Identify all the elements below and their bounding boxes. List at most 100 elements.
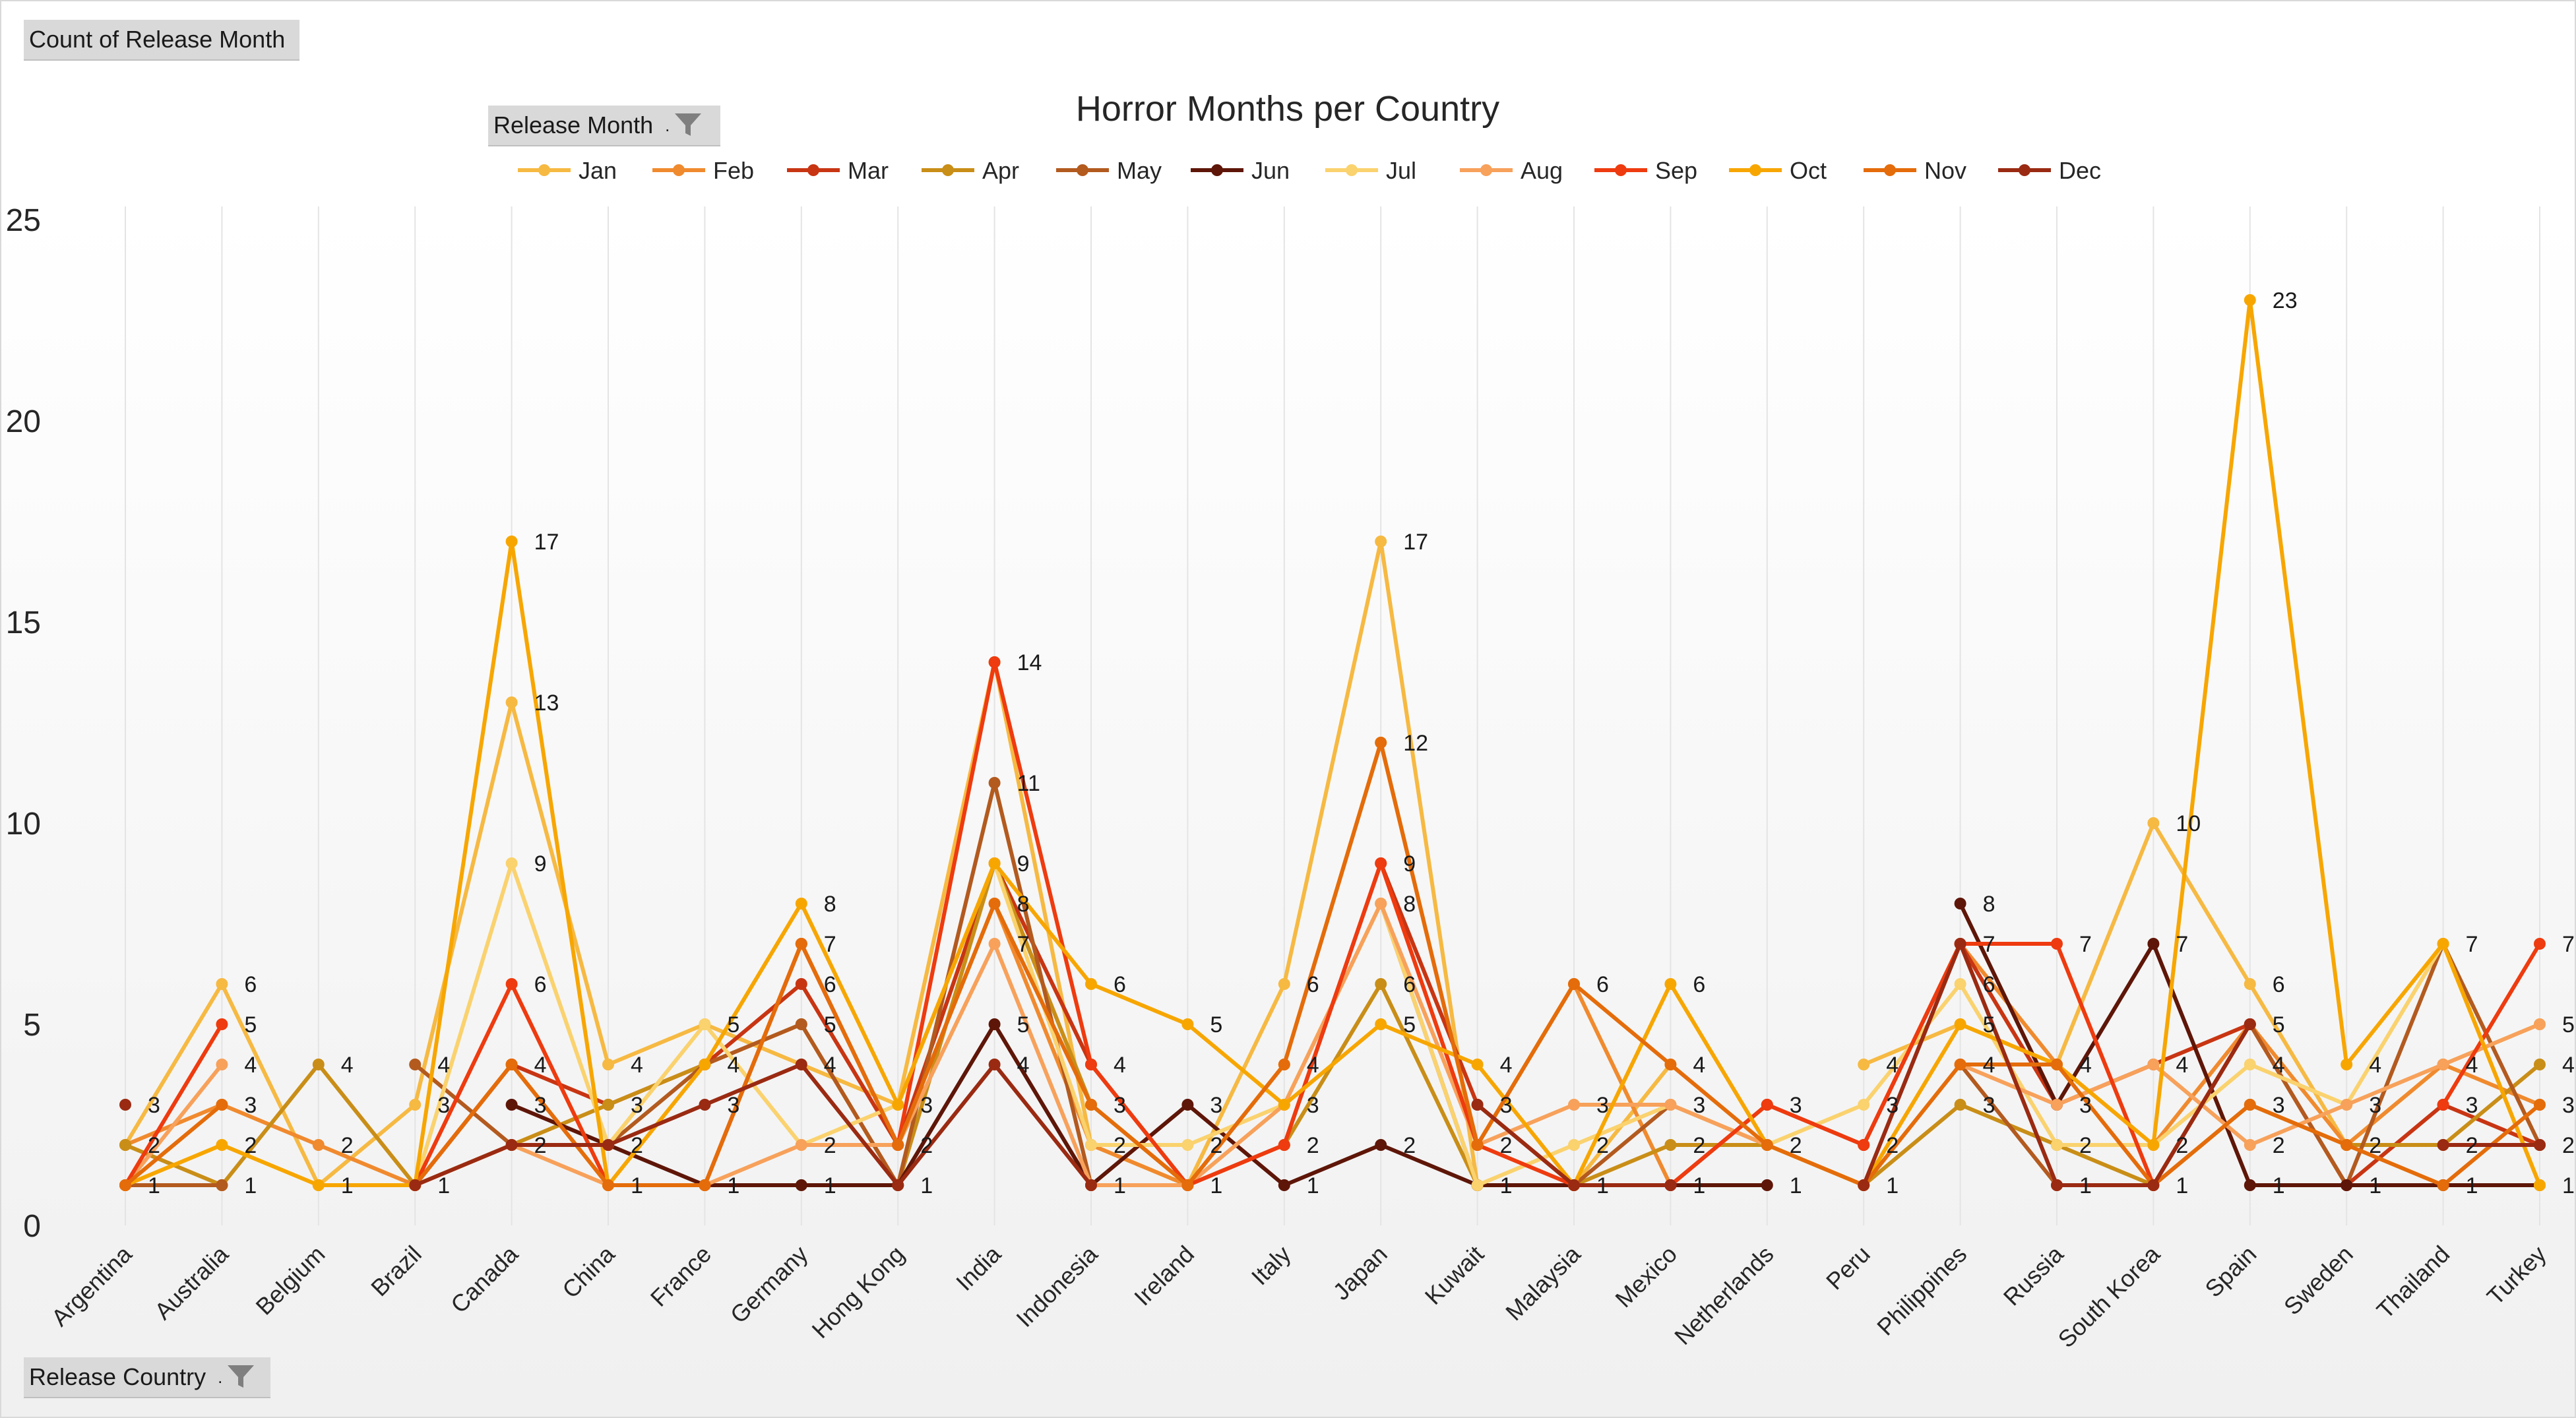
point-oct-thailand bbox=[2437, 938, 2449, 950]
point-jul-indonesia bbox=[1085, 1139, 1097, 1151]
point-sep-peru bbox=[1858, 1139, 1870, 1151]
point-jul-ireland bbox=[1181, 1139, 1194, 1151]
point-jun-spain bbox=[2244, 1179, 2256, 1191]
data-label-turkey: 1 bbox=[2562, 1173, 2575, 1198]
y-tick-label: 5 bbox=[23, 1008, 41, 1043]
point-nov-argentina bbox=[119, 1179, 131, 1191]
point-apr-china bbox=[602, 1099, 614, 1111]
x-tick-label-malaysia: Malaysia bbox=[1500, 1240, 1586, 1326]
data-label-spain: 1 bbox=[2273, 1173, 2285, 1198]
legend-item-oct[interactable]: Oct bbox=[1729, 157, 1827, 184]
data-label-ireland: 2 bbox=[1210, 1133, 1222, 1158]
data-label-indonesia: 6 bbox=[1114, 972, 1126, 997]
point-jan-brazil bbox=[409, 1099, 422, 1111]
data-label-japan: 17 bbox=[1403, 530, 1428, 555]
legend-item-nov[interactable]: Nov bbox=[1864, 157, 1966, 184]
point-jun-canada bbox=[505, 1099, 518, 1111]
point-dec-kuwait bbox=[1471, 1099, 1484, 1111]
legend-marker-may bbox=[1077, 164, 1088, 176]
x-tick-label-ireland: Ireland bbox=[1129, 1241, 1199, 1311]
data-label-belgium: 1 bbox=[341, 1173, 354, 1198]
point-nov-netherlands bbox=[1761, 1139, 1773, 1151]
point-dec-argentina bbox=[119, 1099, 131, 1111]
count-of-release-month-button[interactable]: Count of Release Month bbox=[24, 20, 299, 61]
data-label-canada: 13 bbox=[534, 691, 559, 716]
point-oct-hong-kong bbox=[892, 1099, 904, 1111]
series-line-feb bbox=[1862, 942, 2542, 1147]
legend-item-dec[interactable]: Dec bbox=[1998, 157, 2101, 184]
point-oct-germany bbox=[795, 898, 807, 909]
point-apr-argentina bbox=[119, 1139, 131, 1151]
point-apr-turkey bbox=[2534, 1059, 2546, 1070]
point-dec-philippines bbox=[1954, 938, 1966, 950]
legend-label-aug: Aug bbox=[1521, 157, 1563, 184]
data-label-canada: 17 bbox=[534, 530, 559, 555]
point-oct-south-korea bbox=[2147, 1139, 2160, 1151]
legend-item-jan[interactable]: Jan bbox=[518, 157, 617, 184]
series-line-dec bbox=[413, 1063, 1093, 1187]
legend-label-feb: Feb bbox=[713, 157, 754, 184]
point-aug-russia bbox=[2051, 1099, 2063, 1111]
series-line-aug bbox=[123, 1063, 224, 1187]
data-label-italy: 2 bbox=[1307, 1133, 1319, 1158]
legend-marker-jul bbox=[1346, 164, 1358, 176]
value-field-label: Count of Release Month bbox=[29, 26, 286, 53]
data-label-indonesia: 3 bbox=[1114, 1093, 1126, 1118]
filter-icon[interactable] bbox=[674, 112, 703, 139]
release-month-filter-button[interactable]: Release Month . bbox=[488, 106, 720, 146]
dropdown-dots-icon: . bbox=[665, 115, 670, 135]
data-label-belgium: 2 bbox=[341, 1133, 354, 1158]
y-tick-label: 25 bbox=[6, 203, 41, 238]
data-label-china: 1 bbox=[631, 1173, 643, 1198]
data-label-netherlands: 2 bbox=[1790, 1133, 1802, 1158]
data-label-south-korea: 7 bbox=[2176, 932, 2188, 957]
data-label-brazil: 3 bbox=[437, 1093, 450, 1118]
data-label-italy: 3 bbox=[1307, 1093, 1319, 1118]
point-aug-mexico bbox=[1664, 1099, 1677, 1111]
point-nov-canada bbox=[505, 1059, 518, 1070]
legend-item-apr[interactable]: Apr bbox=[922, 157, 1019, 184]
chart-title: Horror Months per Country bbox=[1076, 89, 1499, 129]
data-label-china: 4 bbox=[631, 1053, 643, 1078]
legend-item-may[interactable]: May bbox=[1056, 157, 1162, 184]
data-label-india: 11 bbox=[1017, 771, 1040, 796]
point-nov-india bbox=[988, 898, 1001, 909]
data-label-south-korea: 1 bbox=[2176, 1173, 2188, 1198]
filter-icon[interactable] bbox=[226, 1364, 255, 1390]
legend-item-jun[interactable]: Jun bbox=[1191, 157, 1290, 184]
x-tick-label-philippines: Philippines bbox=[1871, 1241, 1972, 1341]
data-label-italy: 6 bbox=[1307, 972, 1319, 997]
legend-item-aug[interactable]: Aug bbox=[1460, 157, 1563, 184]
x-tick-label-russia: Russia bbox=[1998, 1240, 2069, 1310]
point-oct-sweden bbox=[2340, 1059, 2353, 1070]
data-label-malaysia: 1 bbox=[1596, 1173, 1609, 1198]
release-country-filter-button[interactable]: Release Country . bbox=[24, 1357, 270, 1398]
legend[interactable]: Jan Feb Mar Apr May Jun Jul Aug Sep Oct Nov Dec bbox=[518, 157, 2101, 184]
x-tick-label-turkey: Turkey bbox=[2482, 1241, 2552, 1310]
legend-item-jul[interactable]: Jul bbox=[1325, 157, 1416, 184]
data-label-thailand: 7 bbox=[2466, 932, 2478, 957]
data-label-turkey: 5 bbox=[2562, 1012, 2575, 1037]
legend-item-mar[interactable]: Mar bbox=[787, 157, 889, 184]
point-sep-canada bbox=[505, 978, 518, 990]
legend-item-feb[interactable]: Feb bbox=[652, 157, 754, 184]
point-nov-sweden bbox=[2340, 1139, 2353, 1151]
point-oct-indonesia bbox=[1085, 978, 1097, 990]
data-label-australia: 4 bbox=[244, 1053, 257, 1078]
legend-label-nov: Nov bbox=[1924, 157, 1966, 184]
point-oct-spain bbox=[2244, 294, 2256, 306]
point-jan-italy bbox=[1278, 978, 1290, 990]
x-tick-label-kuwait: Kuwait bbox=[1420, 1241, 1489, 1310]
point-nov-russia bbox=[2051, 1059, 2063, 1070]
point-jan-peru bbox=[1858, 1059, 1870, 1070]
data-label-peru: 3 bbox=[1886, 1093, 1899, 1118]
data-label-mexico: 3 bbox=[1693, 1093, 1705, 1118]
data-label-south-korea: 4 bbox=[2176, 1053, 2188, 1078]
data-label-india: 9 bbox=[1017, 851, 1030, 877]
point-oct-turkey bbox=[2534, 1179, 2546, 1191]
data-label-australia: 3 bbox=[244, 1093, 257, 1118]
point-oct-india bbox=[988, 857, 1001, 869]
data-label-germany: 1 bbox=[824, 1173, 836, 1198]
legend-item-sep[interactable]: Sep bbox=[1594, 157, 1697, 184]
point-dec-mexico bbox=[1664, 1179, 1677, 1191]
